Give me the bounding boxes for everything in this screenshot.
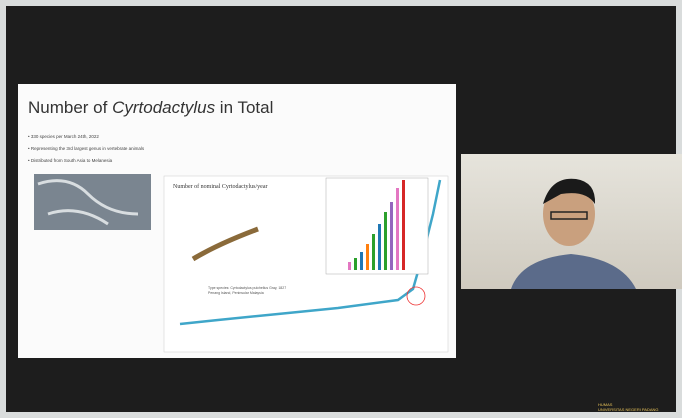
logo-text: UNIVERSITAS NEGERI PADANG <box>598 407 659 412</box>
meeting-window: Number of Cyrtodactylus in Total • 330 s… <box>6 6 676 412</box>
webcam-video <box>461 154 682 289</box>
screen: {"slide":{"title":{"prefix":"Number of "… <box>0 0 682 418</box>
chart-title: Number of nominal Cyrtodactylus/year <box>173 183 267 190</box>
caption: Type species: Cyrtodactylus pulchellus G… <box>208 286 286 290</box>
inset-chart <box>326 178 428 274</box>
participant <box>461 154 682 289</box>
slide-graphics: Number of nominal Cyrtodactylus/year Typ… <box>18 84 456 358</box>
shared-slide: Number of Cyrtodactylus in Total • 330 s… <box>18 84 456 358</box>
caption: Penang Island, Peninsular Malaysia <box>208 291 264 295</box>
